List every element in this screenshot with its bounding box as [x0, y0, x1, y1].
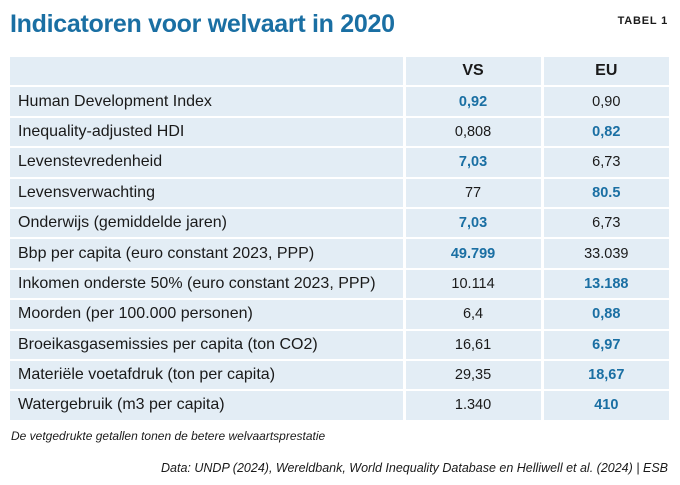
row-label: Broeikasgasemissies per capita (ton CO2) [10, 329, 404, 361]
value-eu: 0,90 [540, 86, 669, 118]
value-eu: 6,73 [540, 147, 669, 179]
header-vs: VS [402, 57, 543, 88]
table-row: Levenstevredenheid 7,03 6,73 [10, 147, 669, 179]
row-label: Onderwijs (gemiddelde jaren) [10, 207, 404, 240]
table-row: Watergebruik (m3 per capita) 1.340 410 [10, 390, 669, 422]
header-eu: EU [540, 57, 669, 88]
row-label: Inequality-adjusted HDI [10, 116, 404, 149]
value-vs: 49.799 [402, 238, 543, 270]
table-row: Materiële voetafdruk (ton per capita) 29,… [10, 359, 669, 392]
value-eu: 410 [540, 390, 669, 422]
row-label: Levensverwachting [10, 177, 404, 209]
footnote: De vetgedrukte getallen tonen de betere … [11, 429, 326, 443]
value-vs: 10.114 [402, 268, 543, 301]
value-eu: 0,82 [540, 116, 669, 149]
table-row: Onderwijs (gemiddelde jaren) 7,03 6,73 [10, 207, 669, 240]
table-row: Human Development Index 0,92 0,90 [10, 86, 669, 118]
value-vs: 77 [402, 177, 543, 209]
value-eu: 6,73 [540, 207, 669, 240]
value-eu: 33.039 [540, 238, 669, 270]
row-label: Moorden (per 100.000 personen) [10, 299, 404, 331]
value-vs: 7,03 [402, 207, 543, 240]
value-eu: 18,67 [540, 359, 669, 392]
value-eu: 13.188 [540, 268, 669, 301]
row-label: Materiële voetafdruk (ton per capita) [10, 359, 404, 392]
row-label: Human Development Index [10, 86, 404, 118]
table-row: Moorden (per 100.000 personen) 6,4 0,88 [10, 299, 669, 331]
row-label: Levenstevredenheid [10, 147, 404, 179]
value-vs: 7,03 [402, 147, 543, 179]
table-row: Levensverwachting 77 80.5 [10, 177, 669, 209]
row-label: Watergebruik (m3 per capita) [10, 390, 404, 422]
header-indicator [10, 57, 404, 88]
value-vs: 1.340 [402, 390, 543, 422]
value-vs: 16,61 [402, 329, 543, 361]
value-vs: 0,92 [402, 86, 543, 118]
indicators-table: VS EU Human Development Index 0,92 0,90 Ine… [10, 57, 669, 422]
table-row: Broeikasgasemissies per capita (ton CO2)… [10, 329, 669, 361]
table-row: Inequality-adjusted HDI 0,808 0,82 [10, 116, 669, 149]
value-vs: 0,808 [402, 116, 543, 149]
table-header-row: VS EU [10, 57, 669, 88]
value-vs: 6,4 [402, 299, 543, 331]
row-label: Bbp per capita (euro constant 2023, PPP) [10, 238, 404, 270]
table-number-label: TABEL 1 [617, 15, 668, 27]
value-eu: 6,97 [540, 329, 669, 361]
value-eu: 0,88 [540, 299, 669, 331]
row-label: Inkomen onderste 50% (euro constant 2023… [10, 268, 404, 301]
value-vs: 29,35 [402, 359, 543, 392]
table-row: Inkomen onderste 50% (euro constant 2023… [10, 268, 669, 301]
value-eu: 80.5 [540, 177, 669, 209]
table-row: Bbp per capita (euro constant 2023, PPP)… [10, 238, 669, 270]
table-body: Human Development Index 0,92 0,90 Inequalit… [10, 86, 669, 422]
table-title: Indicatoren voor welvaart in 2020 [10, 10, 395, 38]
source-line: Data: UNDP (2024), Wereldbank, World Ine… [161, 461, 668, 475]
